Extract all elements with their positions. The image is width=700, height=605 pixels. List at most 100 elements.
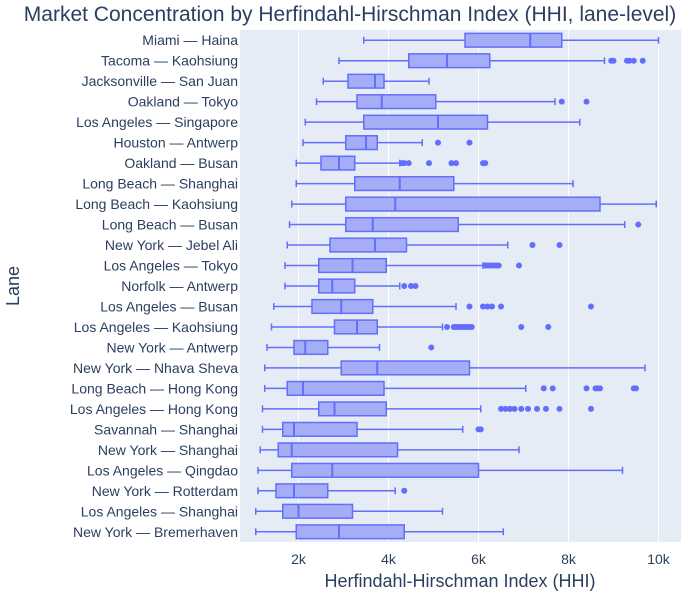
lane-box (257, 462, 624, 478)
outlier-point (610, 57, 617, 64)
outlier-point (516, 262, 522, 269)
y-tick-label: Miami — Haina (142, 32, 238, 48)
lane-box (291, 196, 657, 212)
outlier-point (401, 160, 408, 167)
outlier-point (518, 405, 525, 412)
chart-title: Market Concentration by Herfindahl-Hirsc… (24, 3, 676, 26)
outlier-point (583, 385, 590, 392)
lane-box (284, 257, 522, 274)
outlier-point (525, 405, 531, 412)
lane-box (295, 155, 489, 171)
lane-box (259, 442, 520, 458)
y-tick-label: Jacksonville — San Juan (82, 73, 238, 89)
outlier-point (545, 323, 552, 330)
iqr-box (320, 155, 356, 171)
outlier-point (482, 160, 489, 167)
y-tick-label: Los Angeles — Singapore (76, 114, 238, 130)
iqr-box (354, 175, 455, 192)
outlier-point (633, 385, 639, 392)
outlier-point (466, 139, 473, 146)
outlier-point (588, 303, 594, 310)
x-tick-label: 10k (647, 551, 671, 567)
y-tick-label: Los Angeles — Kaohsiung (74, 319, 238, 335)
iqr-box (311, 298, 374, 315)
y-tick-label: New York — Rotterdam (92, 483, 238, 499)
iqr-box (345, 196, 601, 212)
iqr-box (347, 73, 385, 89)
iqr-box (329, 237, 408, 253)
lane-box (286, 237, 563, 253)
y-tick-label: Long Beach — Busan (102, 217, 238, 233)
iqr-box (275, 483, 329, 499)
y-tick-label: Oakland — Busan (124, 155, 238, 171)
lane-box (338, 53, 646, 69)
lane-box (363, 32, 660, 48)
outlier-point (558, 98, 565, 105)
lane-box (304, 114, 581, 130)
x-axis-title: Herfindahl-Hirschman Index (HHI) (324, 571, 595, 591)
y-tick-label: Los Angeles — Tokyo (104, 258, 239, 274)
outlier-point (448, 160, 455, 167)
outlier-point (435, 139, 441, 146)
y-tick-label: Los Angeles — Shanghai (81, 503, 238, 519)
outlier-point (401, 487, 408, 494)
y-tick-label: Oakland — Tokyo (128, 94, 238, 110)
outlier-point (489, 303, 495, 310)
y-tick-label: Long Beach — Shanghai (82, 176, 238, 192)
y-tick-label: New York — Shanghai (98, 442, 238, 458)
y-axis-title: Lane (3, 266, 23, 306)
outlier-point (597, 385, 603, 392)
outlier-point (556, 242, 563, 249)
x-axis-tick-labels: 2k 4k 6k 8k 10k (291, 551, 671, 567)
iqr-box (318, 278, 356, 294)
iqr-box (464, 32, 563, 48)
x-tick-label: 6k (471, 551, 487, 567)
outlier-point (480, 303, 486, 310)
outlier-point (408, 283, 414, 289)
y-tick-label: Los Angeles — Qingdao (87, 462, 238, 478)
outlier-point (511, 405, 518, 412)
lane-box (288, 216, 642, 233)
y-tick-label: Los Angeles — Hong Kong (70, 401, 238, 417)
iqr-box (408, 53, 491, 69)
outlier-point (468, 323, 475, 330)
lane-box (264, 360, 646, 376)
box-series (255, 32, 660, 540)
x-tick-label: 4k (381, 551, 397, 567)
outlier-point (498, 303, 504, 310)
y-axis-tick-labels: Miami — Haina Tacoma — Kaohsiung Jacksonvi… (70, 32, 238, 540)
outlier-point (639, 57, 646, 64)
lane-box (302, 135, 473, 151)
outlier-point (444, 323, 450, 330)
y-tick-label: New York — Jebel Ali (105, 237, 238, 253)
lane-box (261, 421, 484, 437)
lane-box (322, 73, 430, 89)
outlier-point (630, 57, 637, 64)
lane-box (284, 278, 419, 294)
outlier-point (556, 405, 563, 412)
outlier-point (498, 405, 504, 412)
iqr-box (345, 216, 459, 233)
outlier-point (543, 405, 549, 412)
lane-box (257, 483, 408, 499)
y-tick-label: Long Beach — Kaohsiung (75, 196, 238, 212)
outlier-point (477, 426, 484, 433)
iqr-box (356, 94, 437, 110)
outlier-point (529, 242, 536, 249)
lane-box (315, 94, 590, 110)
iqr-box (277, 442, 399, 458)
outlier-point (466, 303, 473, 310)
lane-box (255, 503, 444, 519)
iqr-box (282, 421, 358, 437)
y-tick-label: Savannah — Shanghai (94, 421, 238, 437)
outlier-point (549, 385, 556, 392)
x-tick-label: 2k (291, 551, 307, 567)
y-tick-label: New York — Antwerp (106, 339, 238, 355)
lane-box (264, 380, 639, 397)
outlier-point (453, 160, 459, 167)
lane-box (295, 175, 574, 192)
x-tick-label: 8k (561, 551, 577, 567)
outlier-point (495, 262, 502, 269)
